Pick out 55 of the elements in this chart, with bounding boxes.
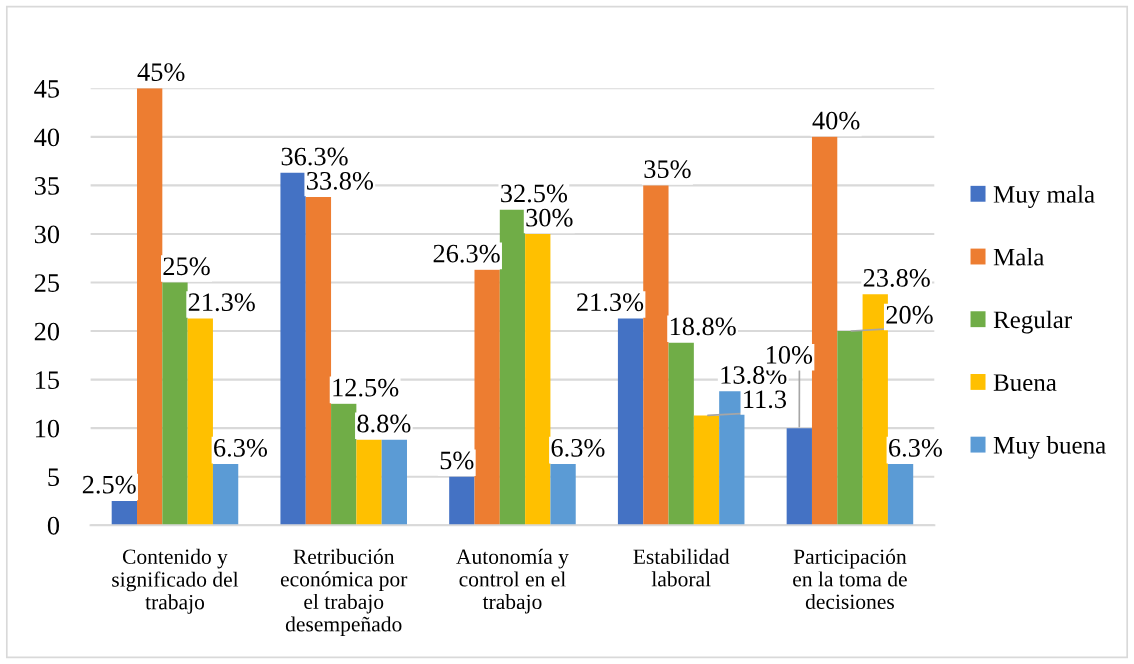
data-label: 33.8% (307, 171, 374, 190)
x-tick-label: Retribución económica por el trabajo desempeñado (280, 548, 408, 636)
data-label: 21.3% (577, 293, 644, 312)
data-label: 25% (163, 257, 210, 276)
y-tick-label: 40 (34, 128, 60, 147)
x-tick-label: Participación en la toma de decisiones (793, 548, 907, 610)
legend-label: Mala (993, 248, 1045, 266)
data-label: 6.3% (551, 438, 605, 457)
data-label: 2.5% (82, 475, 136, 494)
y-tick-label: 0 (47, 516, 60, 535)
data-label: 21.3% (188, 293, 255, 312)
data-label: 36.3% (281, 147, 348, 166)
data-label: 35% (644, 160, 691, 179)
data-label: 5% (440, 451, 474, 470)
bar (719, 391, 745, 526)
bar (550, 464, 576, 526)
legend-label: Regular (993, 310, 1072, 334)
data-label: 6.3% (889, 438, 942, 457)
data-label: 23.8% (863, 268, 930, 287)
legend-label: Muy buena (993, 436, 1106, 459)
x-tick-label: Contenido y significado del trabajo (112, 548, 239, 614)
bar (499, 209, 526, 526)
bar (693, 415, 720, 526)
data-label: 12.5% (333, 378, 399, 397)
bar (187, 318, 213, 526)
y-tick-label: 15 (35, 371, 60, 389)
data-label: 20% (886, 305, 933, 324)
y-tick-label: 45 (34, 80, 60, 98)
legend-label: Buena (993, 374, 1057, 391)
x-tick-label: Estabilidad laboral (633, 548, 730, 587)
data-label: 45% (137, 63, 185, 82)
data-label: 6.3% (214, 438, 268, 457)
data-label: 8.8% (357, 414, 411, 433)
data-label: 11.3 (744, 390, 787, 409)
x-tick-label: Autonomía y control en el trabajo (456, 548, 569, 614)
data-label: 26.3% (433, 244, 500, 263)
y-tick-label: 5 (48, 468, 60, 487)
data-label: 40% (812, 111, 860, 130)
data-label: 10% (766, 345, 813, 364)
bar (837, 331, 863, 526)
bar (887, 464, 914, 526)
y-tick-label: 10 (35, 419, 60, 438)
bar (786, 428, 812, 526)
data-label: 32.5% (501, 184, 568, 203)
y-tick-label: 35 (34, 177, 60, 195)
legend-label: Muy mala (993, 185, 1095, 208)
data-label: 30% (526, 208, 573, 227)
y-tick-label: 20 (34, 322, 60, 341)
bar (643, 185, 669, 526)
y-tick-label: 25 (34, 274, 60, 292)
bar (862, 294, 888, 526)
data-label: 18.8% (670, 317, 736, 336)
bar (617, 318, 644, 526)
y-tick-label: 30 (34, 225, 60, 244)
bar (212, 464, 239, 526)
